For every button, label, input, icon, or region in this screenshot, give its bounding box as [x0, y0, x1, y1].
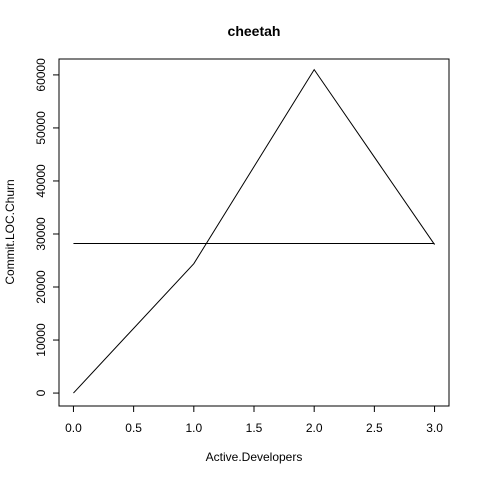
x-tick-label: 0.5	[125, 421, 142, 435]
plot-area-frame	[58, 58, 450, 407]
series-line-1	[73, 68, 435, 394]
x-tick-label: 3.0	[426, 421, 443, 435]
y-tick-label: 30000	[34, 217, 48, 251]
y-axis: 0 10000 20000 30000 40000 50000 60000	[34, 58, 60, 396]
x-tick-label: 2.5	[366, 421, 383, 435]
x-tick-label: 1.5	[246, 421, 263, 435]
y-tick-label: 0	[34, 389, 48, 396]
y-tick-label: 60000	[34, 58, 48, 92]
y-tick-label: 50000	[34, 111, 48, 145]
y-tick-label: 10000	[34, 323, 48, 357]
series-layer	[73, 68, 435, 394]
x-axis-label: Active.Developers	[206, 450, 303, 464]
x-tick-label: 0.0	[65, 421, 82, 435]
x-tick-label: 2.0	[306, 421, 323, 435]
x-axis: 0.0 0.5 1.0 1.5 2.0 2.5 3.0	[65, 405, 443, 435]
chart-title: cheetah	[228, 23, 281, 39]
y-axis-label: Commit.LOC.Churn	[3, 179, 17, 284]
x-tick-label: 1.0	[185, 421, 202, 435]
y-tick-label: 40000	[34, 164, 48, 198]
y-tick-label: 20000	[34, 270, 48, 304]
